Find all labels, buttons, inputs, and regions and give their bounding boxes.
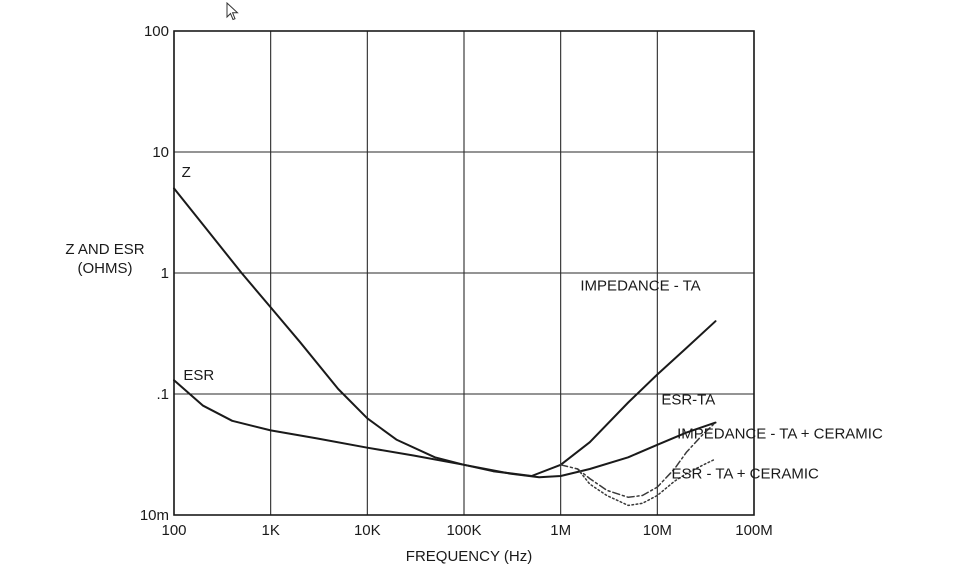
series-label: IMPEDANCE - TA: [580, 277, 700, 294]
x-tick-labels: 100 1K 10K 100K 1M 10M 100M: [161, 522, 772, 539]
y-tick-labels: 10m .1 1 10 100: [140, 23, 169, 524]
x-tick-label: 100K: [446, 522, 481, 539]
series-label: ESR - TA + CERAMIC: [671, 466, 819, 483]
series-label: Z: [182, 164, 191, 181]
y-axis-label-line-2: (OHMS): [78, 260, 133, 277]
x-tick-label: 1M: [550, 522, 571, 539]
y-tick-label: 10m: [140, 507, 169, 524]
plot-frame: [173, 30, 755, 516]
series-line-3: [559, 421, 717, 499]
series-label: ESR-TA: [661, 391, 715, 408]
series-lines: [173, 187, 717, 507]
y-tick-label: 100: [144, 23, 169, 40]
x-tick-label: 1K: [261, 522, 279, 539]
series-line-4: [576, 458, 717, 507]
series-label: IMPEDANCE - TA + CERAMIC: [677, 425, 883, 442]
x-tick-label: 100: [161, 522, 186, 539]
x-tick-label: 10K: [354, 522, 381, 539]
series-label: ESR: [183, 367, 214, 384]
y-axis-label-line-1: Z AND ESR: [65, 241, 144, 258]
grid-lines: [173, 30, 755, 516]
series-line-0: [173, 187, 533, 477]
x-tick-label: 100M: [735, 522, 773, 539]
mouse-pointer-icon: [226, 2, 239, 21]
y-tick-label: 10: [152, 144, 169, 161]
series-line-1: [173, 379, 717, 479]
y-tick-label: 1: [161, 265, 169, 282]
series-labels: Z ESR IMPEDANCE - TA ESR-TA IMPEDANCE - TA +…: [182, 164, 883, 482]
x-tick-label: 10M: [643, 522, 672, 539]
x-axis-label: FREQUENCY (Hz): [406, 548, 532, 565]
y-tick-label: .1: [156, 386, 169, 403]
